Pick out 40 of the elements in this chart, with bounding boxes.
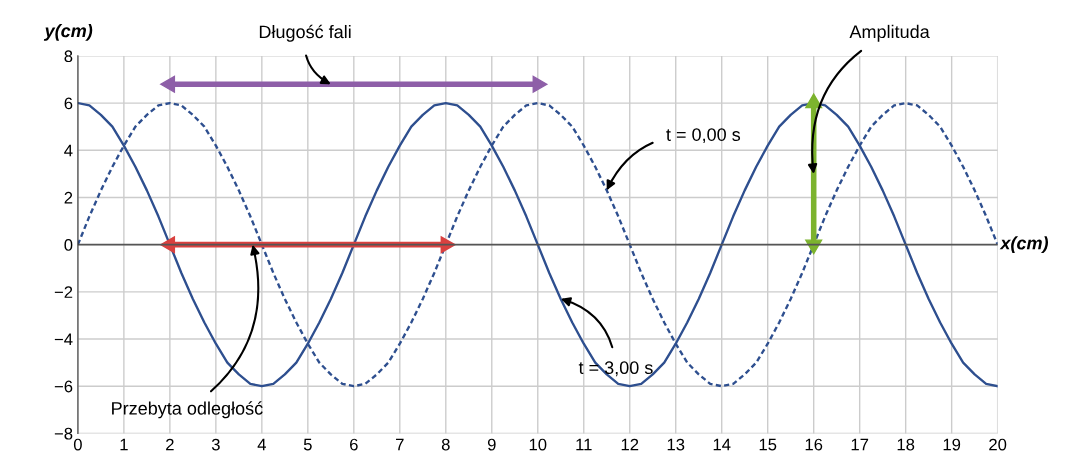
annotation: Przebyta odległość: [112, 401, 263, 419]
y-tick-label: −6: [54, 380, 73, 393]
x-tick-label: 1: [120, 438, 128, 451]
line-series: [77, 101, 998, 388]
x-tick-label: 11: [576, 438, 592, 451]
y-tick-label: −2: [54, 286, 73, 298]
x-tick-label: 5: [303, 438, 312, 451]
annotation: Amplituda: [849, 24, 930, 42]
x-tick-label: 3: [211, 438, 220, 451]
x-tick-label: 0: [73, 438, 82, 451]
x-tick-label: 17: [851, 438, 869, 451]
x-tick-label: 19: [943, 438, 961, 451]
x-tick-label: 18: [897, 438, 915, 451]
x-tick-label: 7: [396, 438, 404, 451]
annotation: t = 3,00 s: [578, 361, 653, 377]
annotation: Długość fali: [259, 24, 351, 42]
y-axis-title: y(cm): [43, 23, 93, 41]
y-tick-label: 0: [64, 239, 73, 251]
x-tick-label: 10: [529, 438, 547, 451]
point: [160, 75, 176, 93]
y-tick-label: 6: [64, 97, 73, 110]
point: [805, 93, 823, 109]
x-tick-label: 6: [350, 438, 358, 451]
x-tick-label: 13: [667, 438, 685, 451]
x-tick-label: 9: [487, 438, 496, 451]
x-axis-title: x(cm): [999, 236, 1049, 254]
y-tick-label: −4: [54, 333, 73, 346]
x-tick-label: 4: [257, 438, 266, 451]
x-tick-label: 12: [621, 438, 639, 451]
x-tick-label: 14: [713, 438, 731, 451]
annotation: t = 0,00 s: [666, 128, 741, 144]
y-tick-label: 2: [64, 191, 73, 204]
x-tick-label: 16: [805, 438, 823, 451]
x-tick-label: 8: [441, 438, 450, 451]
x-tick-label: 20: [989, 438, 1007, 451]
x-tick-label: 2: [166, 438, 174, 451]
y-tick-label: 4: [64, 144, 73, 157]
y-tick-label: 8: [64, 50, 73, 63]
y-tick-label: −8: [54, 427, 73, 440]
x-tick-label: 15: [759, 438, 777, 451]
